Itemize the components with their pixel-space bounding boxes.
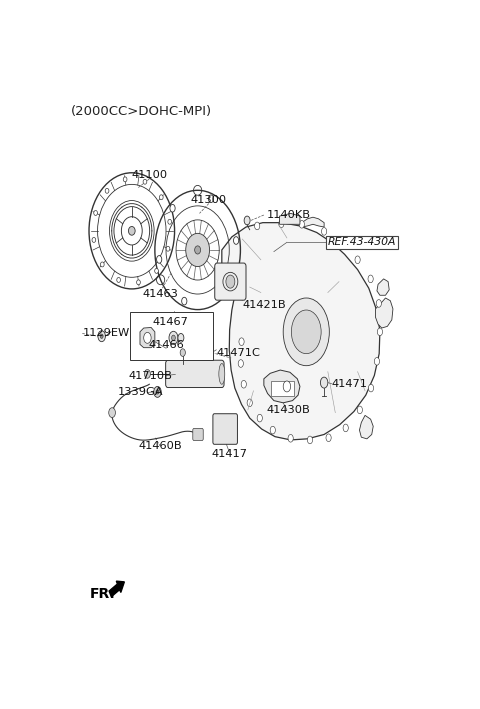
Circle shape	[178, 333, 184, 342]
Circle shape	[144, 333, 151, 343]
Ellipse shape	[159, 195, 163, 200]
FancyBboxPatch shape	[193, 428, 203, 440]
Polygon shape	[360, 415, 373, 439]
Circle shape	[291, 310, 321, 354]
Circle shape	[299, 220, 304, 228]
Text: 41300: 41300	[191, 195, 227, 205]
Circle shape	[321, 377, 328, 388]
Circle shape	[239, 338, 244, 345]
Circle shape	[220, 288, 225, 296]
Ellipse shape	[117, 277, 120, 282]
Circle shape	[339, 240, 345, 247]
Circle shape	[247, 399, 252, 407]
Bar	[271, 381, 294, 396]
Ellipse shape	[195, 246, 201, 254]
Circle shape	[156, 255, 162, 263]
Circle shape	[270, 426, 276, 434]
Circle shape	[171, 335, 175, 340]
Text: 41417: 41417	[211, 449, 247, 459]
Text: (2000CC>DOHC-MPI): (2000CC>DOHC-MPI)	[71, 105, 212, 118]
Circle shape	[326, 434, 331, 442]
Circle shape	[170, 204, 175, 212]
Polygon shape	[140, 328, 155, 347]
FancyBboxPatch shape	[213, 414, 238, 445]
Text: 1129EW: 1129EW	[83, 328, 130, 338]
Circle shape	[154, 386, 161, 397]
Circle shape	[98, 330, 106, 342]
Circle shape	[181, 297, 187, 305]
Circle shape	[368, 275, 373, 283]
Text: 1140KB: 1140KB	[266, 210, 311, 220]
Circle shape	[169, 331, 178, 345]
FancyBboxPatch shape	[166, 360, 224, 388]
Polygon shape	[279, 213, 300, 224]
Circle shape	[180, 349, 185, 357]
Polygon shape	[222, 223, 380, 440]
Circle shape	[156, 390, 159, 394]
Ellipse shape	[105, 189, 109, 194]
Text: 41430B: 41430B	[267, 405, 311, 415]
Circle shape	[254, 222, 260, 230]
Polygon shape	[264, 370, 300, 403]
Circle shape	[226, 275, 235, 288]
Circle shape	[307, 436, 312, 444]
Ellipse shape	[166, 246, 170, 251]
Bar	[130, 312, 213, 359]
Text: 41463: 41463	[143, 289, 179, 298]
Text: 41466: 41466	[148, 340, 184, 350]
Text: 41471: 41471	[332, 379, 368, 389]
Text: 41421B: 41421B	[242, 299, 286, 310]
Ellipse shape	[219, 364, 225, 384]
Polygon shape	[377, 279, 389, 295]
FancyBboxPatch shape	[215, 263, 246, 300]
Text: 41467: 41467	[153, 317, 189, 327]
Text: 41471C: 41471C	[216, 347, 260, 357]
Text: REF.43-430A: REF.43-430A	[328, 238, 396, 247]
Ellipse shape	[94, 211, 97, 216]
Circle shape	[283, 298, 329, 366]
Circle shape	[376, 300, 382, 307]
Circle shape	[355, 256, 360, 264]
Text: FR.: FR.	[90, 587, 116, 601]
Circle shape	[368, 384, 373, 392]
Circle shape	[343, 424, 348, 432]
Circle shape	[257, 414, 263, 422]
Circle shape	[374, 357, 380, 365]
Ellipse shape	[168, 219, 171, 224]
Circle shape	[238, 359, 243, 367]
Circle shape	[244, 216, 250, 225]
Polygon shape	[375, 298, 393, 328]
Ellipse shape	[92, 238, 96, 242]
Ellipse shape	[123, 177, 127, 182]
Circle shape	[322, 228, 327, 235]
Circle shape	[208, 195, 214, 203]
Circle shape	[288, 435, 293, 442]
Text: 41100: 41100	[131, 170, 168, 180]
Circle shape	[377, 328, 383, 335]
Circle shape	[100, 334, 103, 338]
Text: 41460B: 41460B	[139, 442, 182, 452]
Circle shape	[233, 237, 239, 245]
Circle shape	[241, 381, 246, 388]
Circle shape	[357, 406, 362, 414]
Ellipse shape	[186, 233, 210, 267]
Ellipse shape	[137, 280, 140, 285]
Text: 41710B: 41710B	[129, 371, 173, 381]
Circle shape	[283, 381, 290, 392]
Ellipse shape	[143, 179, 147, 184]
Circle shape	[109, 408, 115, 418]
Circle shape	[279, 220, 284, 228]
Text: 1339GA: 1339GA	[118, 387, 163, 398]
Ellipse shape	[155, 269, 158, 274]
Ellipse shape	[129, 226, 135, 235]
FancyArrow shape	[109, 581, 124, 597]
Ellipse shape	[100, 262, 104, 267]
Circle shape	[144, 369, 150, 378]
Polygon shape	[302, 217, 324, 227]
